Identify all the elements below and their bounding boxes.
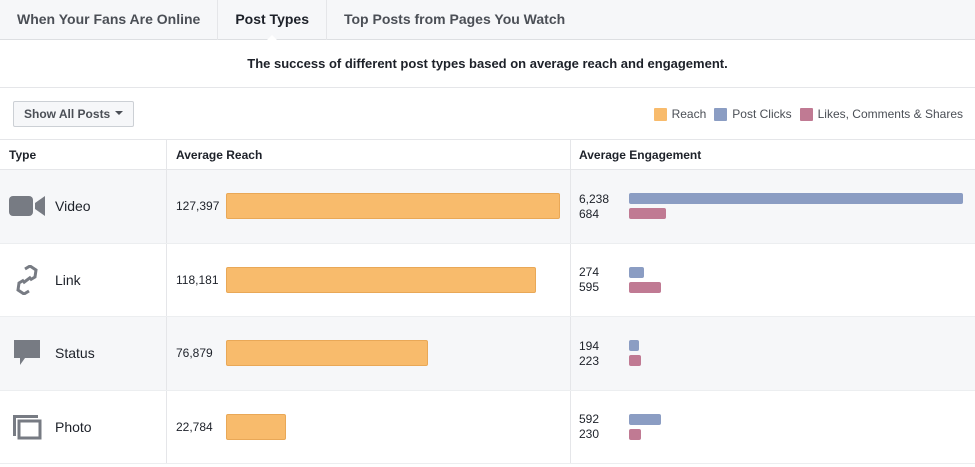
engagement-cell: 6,238 684 [571, 170, 975, 243]
legend-label: Likes, Comments & Shares [817, 107, 963, 121]
table-row: Video 127,397 6,238 684 [0, 170, 975, 244]
likes-bar [629, 428, 642, 440]
reach-value: 127,397 [176, 199, 220, 214]
table-header: Type Average Reach Average Engagement [0, 140, 975, 170]
reach-cell: 22,784 [167, 390, 571, 463]
post-clicks-bar [629, 413, 661, 425]
likes-value: 230 [579, 427, 600, 442]
likes-bar [629, 281, 661, 293]
post-clicks-value: 194 [579, 338, 600, 353]
reach-cell: 118,181 [167, 243, 571, 316]
engagement-cell: 274 595 [571, 244, 975, 317]
caret-down-icon [115, 111, 124, 119]
reach-bar [226, 340, 428, 367]
type-name: Video [55, 198, 91, 215]
header-type: Type [0, 140, 167, 169]
dropdown-label: Show All Posts [24, 107, 111, 121]
type-cell: Status [0, 317, 167, 390]
reach-value: 22,784 [176, 419, 213, 434]
section-subtitle: The success of different post types base… [0, 40, 975, 88]
type-cell: Link [0, 243, 167, 316]
engagement-cell: 592 230 [571, 391, 975, 464]
tab-when-fans-online[interactable]: When Your Fans Are Online [0, 0, 219, 40]
type-cell: Video [0, 170, 167, 243]
likes-bar [629, 208, 666, 220]
reach-bar [226, 193, 560, 220]
reach-cell: 76,879 [167, 317, 571, 390]
type-cell: Photo [0, 390, 167, 463]
post-clicks-value: 274 [579, 265, 600, 280]
legend-swatch [714, 107, 728, 121]
reach-bar [226, 266, 536, 293]
table-row: Link 118,181 274 595 [0, 243, 975, 317]
type-name: Status [55, 345, 95, 362]
photo-icon [9, 412, 45, 442]
engagement-cell: 194 223 [571, 317, 975, 390]
likes-value: 684 [579, 206, 600, 221]
header-reach: Average Reach [167, 140, 571, 169]
reach-cell: 127,397 [167, 170, 571, 243]
legend-swatch [653, 107, 667, 121]
show-posts-dropdown[interactable]: Show All Posts [13, 101, 135, 127]
reach-value: 76,879 [176, 346, 213, 361]
post-clicks-bar [629, 193, 963, 205]
speech-bubble-icon [9, 338, 45, 368]
post-clicks-bar [629, 266, 644, 278]
post-clicks-value: 6,238 [579, 191, 610, 206]
type-name: Photo [55, 418, 92, 435]
table-row: Photo 22,784 592 230 [0, 390, 975, 464]
post-clicks-bar [629, 340, 640, 352]
legend-likes: Likes, Comments & Shares [799, 107, 963, 121]
likes-bar [629, 355, 641, 367]
tab-post-types[interactable]: Post Types [218, 0, 327, 41]
reach-value: 118,181 [176, 272, 219, 287]
legend-label: Reach [671, 107, 707, 121]
legend-label: Post Clicks [732, 107, 792, 121]
link-icon [9, 264, 45, 295]
legend-reach: Reach [653, 107, 707, 121]
legend-swatch [799, 107, 813, 121]
likes-value: 595 [579, 280, 600, 295]
legend: Reach Post Clicks Likes, Comments & Shar… [646, 107, 963, 121]
video-camera-icon [9, 191, 45, 221]
likes-value: 223 [579, 353, 600, 368]
post-clicks-value: 592 [579, 412, 600, 427]
header-engagement: Average Engagement [579, 148, 702, 162]
legend-post-clicks: Post Clicks [714, 107, 792, 121]
table-row: Status 76,879 194 223 [0, 317, 975, 391]
table-body: Video 127,397 6,238 684 Link 118,181 274… [0, 170, 975, 464]
tab-top-posts[interactable]: Top Posts from Pages You Watch [343, 10, 566, 27]
tab-bar: When Your Fans Are Online Post Types Top… [0, 0, 975, 41]
reach-bar [226, 413, 286, 440]
type-name: Link [55, 271, 81, 288]
